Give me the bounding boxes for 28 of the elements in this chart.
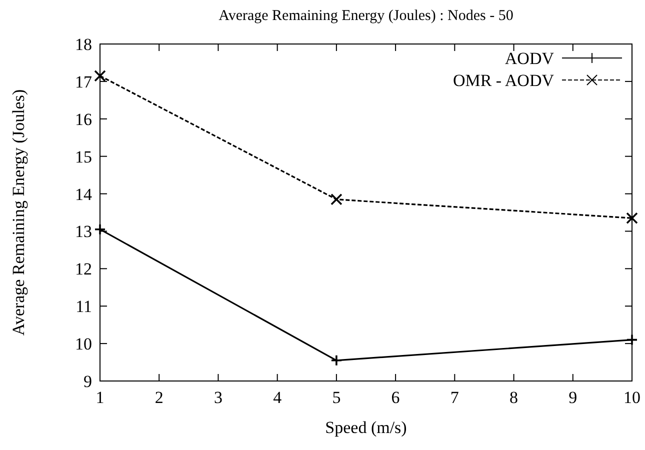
y-tick-label: 16 [75, 110, 92, 129]
point [626, 212, 638, 224]
x-tick-label: 7 [450, 388, 460, 407]
y-tick-label: 9 [84, 372, 92, 391]
x-axis-title: Speed (m/s) [325, 418, 407, 437]
point [330, 193, 342, 206]
x-tick-label: 10 [624, 388, 640, 407]
chart-title: Average Remaining Energy (Joules) : Nodes - 50 [218, 8, 514, 24]
x-tick-label: 3 [214, 388, 222, 407]
x-tick-label: 9 [568, 388, 578, 407]
x-tick-label: 1 [96, 388, 104, 407]
y-tick-label: 18 [75, 35, 92, 54]
legend-label: AODV [504, 49, 555, 68]
point [94, 70, 106, 82]
x-tick-label: 4 [273, 388, 282, 407]
y-tick-label: 12 [75, 260, 92, 279]
y-tick-label: 10 [75, 334, 92, 354]
y-tick-label: 14 [75, 184, 92, 204]
y-tick-label: 15 [75, 147, 92, 166]
x-tick-label: 6 [391, 388, 400, 407]
x-tick-label: 8 [510, 388, 518, 407]
y-tick-label: 11 [76, 297, 92, 316]
y-axis-title: Average Remaining Energy (Joules) [9, 89, 28, 336]
y-tick-label: 17 [75, 72, 92, 92]
legend-label: OMR - AODV [452, 71, 555, 90]
x-tick-label: 5 [332, 388, 341, 407]
x-tick-label: 2 [154, 388, 164, 407]
y-tick-label: 13 [75, 222, 92, 242]
